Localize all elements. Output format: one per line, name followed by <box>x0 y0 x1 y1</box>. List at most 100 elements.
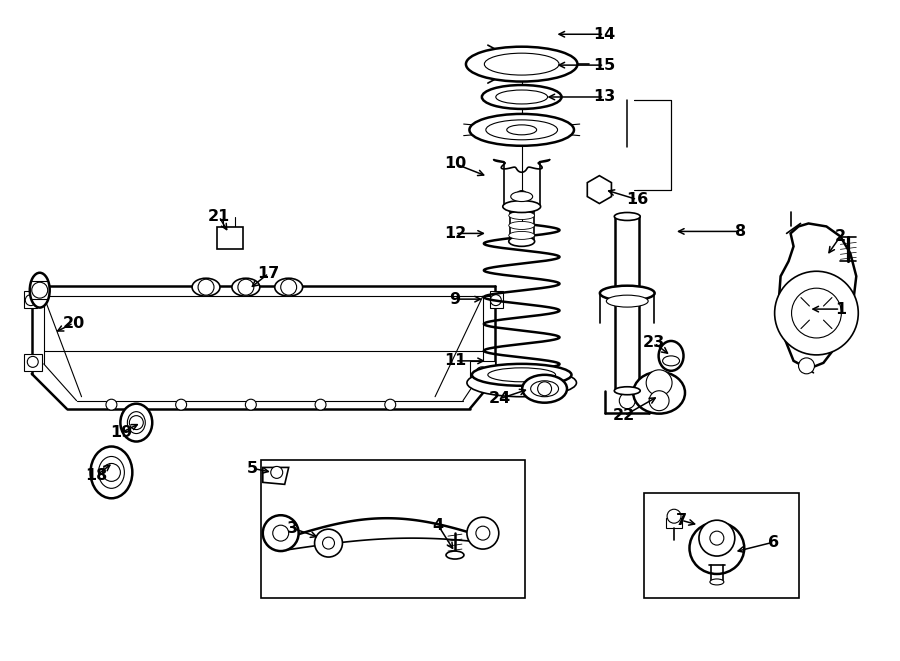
Polygon shape <box>490 291 503 308</box>
Polygon shape <box>470 361 495 384</box>
Bar <box>261 461 525 598</box>
Text: 13: 13 <box>593 89 616 104</box>
Circle shape <box>103 463 121 481</box>
Text: 17: 17 <box>257 266 280 281</box>
Ellipse shape <box>446 551 464 559</box>
Polygon shape <box>263 467 289 485</box>
Circle shape <box>130 416 143 430</box>
Polygon shape <box>588 176 611 204</box>
Circle shape <box>699 520 734 556</box>
Ellipse shape <box>710 579 724 585</box>
Text: 14: 14 <box>593 26 616 42</box>
Circle shape <box>322 537 335 549</box>
Ellipse shape <box>192 278 220 296</box>
Ellipse shape <box>615 212 640 221</box>
Circle shape <box>476 526 490 540</box>
Ellipse shape <box>482 85 562 109</box>
Text: 15: 15 <box>593 58 616 73</box>
Ellipse shape <box>467 369 577 397</box>
Circle shape <box>238 279 254 295</box>
Circle shape <box>263 515 299 551</box>
Circle shape <box>775 271 859 355</box>
Ellipse shape <box>508 204 535 214</box>
Text: 6: 6 <box>768 535 779 549</box>
Ellipse shape <box>488 368 555 382</box>
Circle shape <box>32 282 48 298</box>
Polygon shape <box>778 223 856 369</box>
Circle shape <box>315 529 343 557</box>
Ellipse shape <box>689 522 744 574</box>
Circle shape <box>798 358 814 374</box>
Circle shape <box>619 393 635 408</box>
Text: 2: 2 <box>835 229 846 244</box>
Ellipse shape <box>470 114 574 146</box>
Circle shape <box>281 279 297 295</box>
Circle shape <box>246 399 256 410</box>
Text: 7: 7 <box>676 513 687 527</box>
Circle shape <box>467 517 499 549</box>
Ellipse shape <box>510 192 533 202</box>
Ellipse shape <box>496 90 547 104</box>
Text: 9: 9 <box>449 292 461 307</box>
Ellipse shape <box>121 404 152 442</box>
Ellipse shape <box>484 53 559 75</box>
Text: 22: 22 <box>613 408 635 423</box>
Text: 5: 5 <box>248 461 258 476</box>
Ellipse shape <box>508 212 535 219</box>
Ellipse shape <box>128 412 145 434</box>
Circle shape <box>512 87 532 107</box>
Ellipse shape <box>600 286 654 301</box>
Text: 8: 8 <box>735 224 746 239</box>
Ellipse shape <box>472 364 572 386</box>
Circle shape <box>198 279 214 295</box>
Text: 24: 24 <box>489 391 511 407</box>
Circle shape <box>25 295 36 305</box>
Ellipse shape <box>232 278 260 296</box>
Ellipse shape <box>508 237 535 247</box>
Ellipse shape <box>508 231 535 239</box>
Circle shape <box>273 525 289 541</box>
Ellipse shape <box>522 375 567 403</box>
Ellipse shape <box>98 457 124 488</box>
Text: 3: 3 <box>287 521 298 535</box>
Text: 10: 10 <box>444 156 466 171</box>
Ellipse shape <box>274 278 302 296</box>
Ellipse shape <box>507 125 536 135</box>
Text: 20: 20 <box>62 315 85 330</box>
Circle shape <box>315 399 326 410</box>
Circle shape <box>176 399 186 410</box>
Ellipse shape <box>508 221 535 229</box>
Ellipse shape <box>466 47 578 81</box>
Text: 23: 23 <box>643 335 665 350</box>
Circle shape <box>476 367 488 379</box>
Ellipse shape <box>503 200 541 212</box>
Circle shape <box>271 467 283 479</box>
Circle shape <box>592 182 607 196</box>
Ellipse shape <box>30 273 50 307</box>
Circle shape <box>516 190 527 202</box>
Circle shape <box>385 399 396 410</box>
Ellipse shape <box>91 447 132 498</box>
Bar <box>217 227 243 249</box>
Circle shape <box>667 509 681 524</box>
Ellipse shape <box>662 356 680 366</box>
Circle shape <box>792 288 842 338</box>
Bar <box>666 518 682 528</box>
Circle shape <box>509 52 534 76</box>
Text: 21: 21 <box>208 209 230 224</box>
Text: 11: 11 <box>444 354 466 368</box>
Circle shape <box>646 370 672 396</box>
Ellipse shape <box>486 120 557 140</box>
Ellipse shape <box>634 372 685 414</box>
Text: 4: 4 <box>433 518 444 533</box>
Text: 18: 18 <box>86 468 108 483</box>
Text: 1: 1 <box>835 301 846 317</box>
Circle shape <box>27 356 38 368</box>
Text: 19: 19 <box>111 425 132 440</box>
Circle shape <box>106 399 117 410</box>
Circle shape <box>710 531 724 545</box>
Circle shape <box>491 295 501 305</box>
Ellipse shape <box>607 295 648 307</box>
Text: 12: 12 <box>444 226 466 241</box>
Ellipse shape <box>659 341 683 371</box>
